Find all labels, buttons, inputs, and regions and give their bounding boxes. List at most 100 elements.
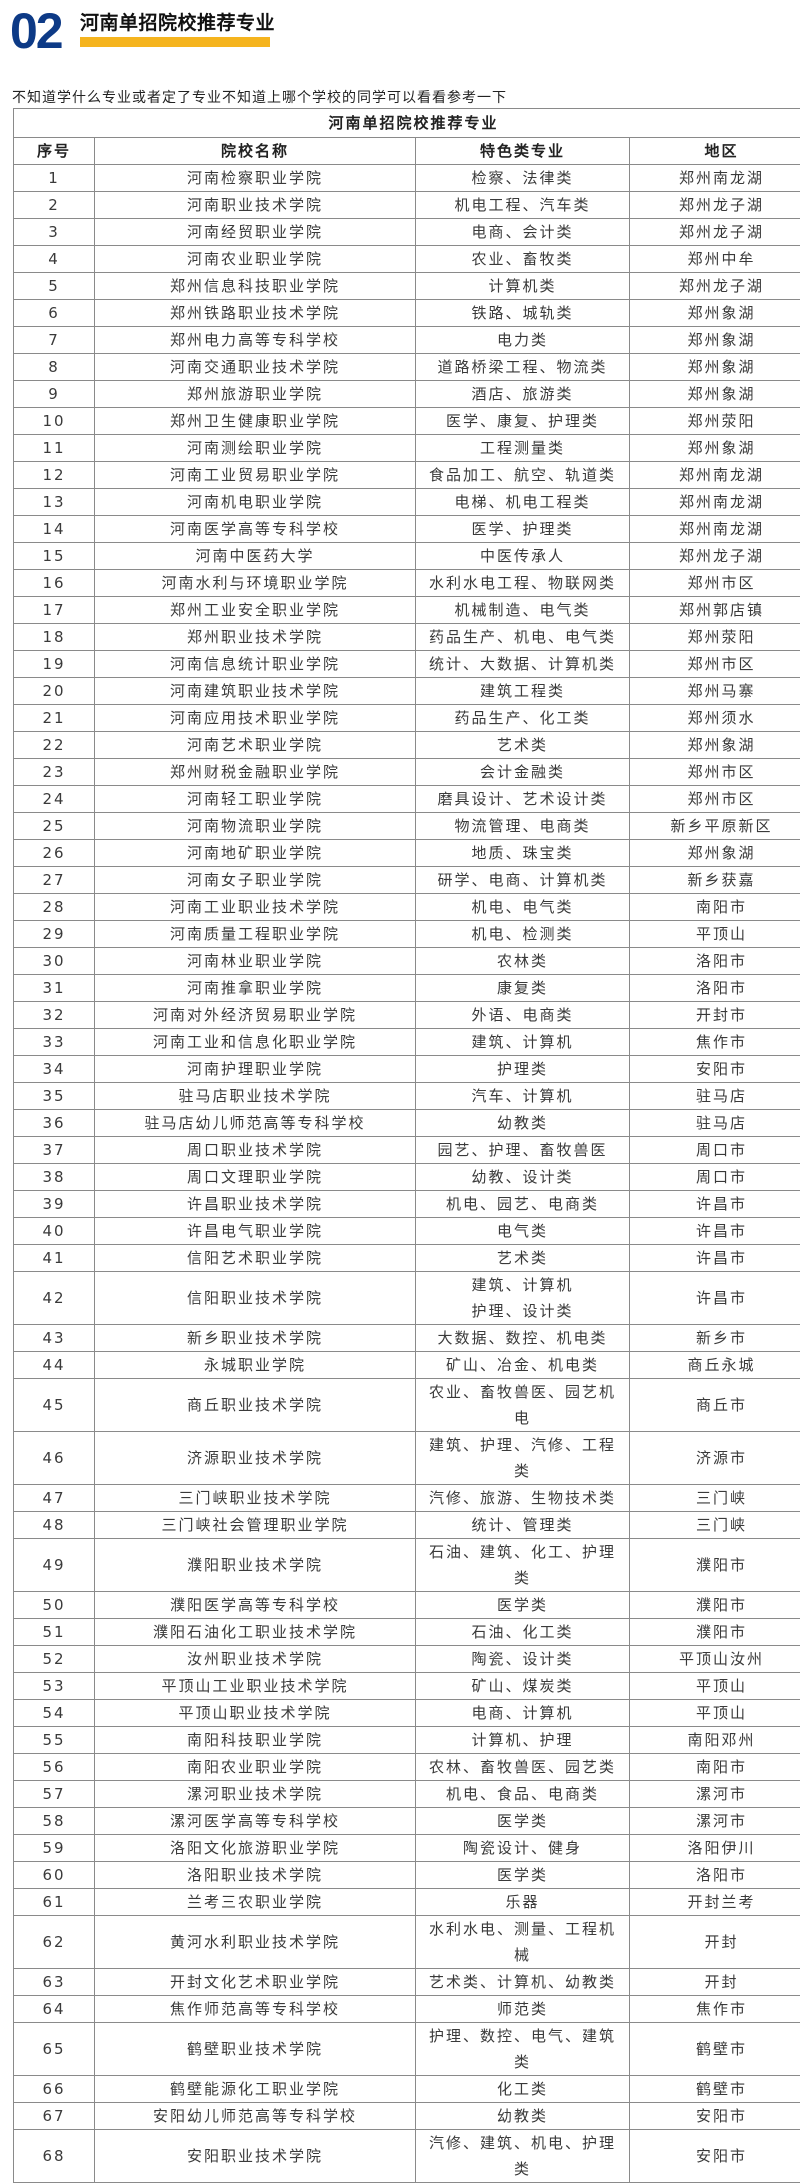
school-majors: 艺术类 [416, 732, 630, 759]
school-name: 南阳农业职业学院 [95, 1754, 416, 1781]
school-name: 洛阳职业技术学院 [95, 1862, 416, 1889]
school-name: 河南职业技术学院 [95, 192, 416, 219]
school-majors: 农林类 [416, 948, 630, 975]
school-region: 鹤壁市 [630, 2076, 800, 2103]
row-index: 2 [14, 192, 95, 219]
school-region: 郑州龙子湖 [630, 273, 800, 300]
school-name: 漯河职业技术学院 [95, 1781, 416, 1808]
row-index: 33 [14, 1029, 95, 1056]
school-majors: 电梯、机电工程类 [416, 489, 630, 516]
school-majors: 电力类 [416, 327, 630, 354]
row-index: 37 [14, 1137, 95, 1164]
school-name: 驻马店幼儿师范高等专科学校 [95, 1110, 416, 1137]
school-name: 河南应用技术职业学院 [95, 705, 416, 732]
row-index: 40 [14, 1218, 95, 1245]
row-index: 61 [14, 1889, 95, 1916]
school-name: 河南医学高等专科学校 [95, 516, 416, 543]
school-majors: 工程测量类 [416, 435, 630, 462]
row-index: 28 [14, 894, 95, 921]
row-index: 59 [14, 1835, 95, 1862]
school-name: 安阳职业技术学院 [95, 2130, 416, 2183]
row-index: 54 [14, 1700, 95, 1727]
school-majors: 机电工程、汽车类 [416, 192, 630, 219]
row-index: 15 [14, 543, 95, 570]
school-region: 郑州龙子湖 [630, 192, 800, 219]
school-majors: 机电、食品、电商类 [416, 1781, 630, 1808]
row-index: 48 [14, 1512, 95, 1539]
school-majors: 康复类 [416, 975, 630, 1002]
school-majors: 艺术类 [416, 1245, 630, 1272]
row-index: 14 [14, 516, 95, 543]
row-index: 41 [14, 1245, 95, 1272]
school-region: 平顶山汝州 [630, 1646, 800, 1673]
row-index: 58 [14, 1808, 95, 1835]
row-index: 18 [14, 624, 95, 651]
school-majors: 检察、法律类 [416, 165, 630, 192]
school-majors: 统计、管理类 [416, 1512, 630, 1539]
row-index: 12 [14, 462, 95, 489]
school-name: 许昌电气职业学院 [95, 1218, 416, 1245]
school-majors: 药品生产、机电、电气类 [416, 624, 630, 651]
school-name: 河南女子职业学院 [95, 867, 416, 894]
school-name: 河南工业和信息化职业学院 [95, 1029, 416, 1056]
school-region: 三门峡 [630, 1485, 800, 1512]
school-majors: 电商、会计类 [416, 219, 630, 246]
intro-text: 不知道学什么专业或者定了专业不知道上哪个学校的同学可以看看参考一下 [12, 87, 507, 107]
school-name: 鹤壁职业技术学院 [95, 2023, 416, 2076]
school-majors: 陶瓷设计、健身 [416, 1835, 630, 1862]
school-majors: 酒店、旅游类 [416, 381, 630, 408]
school-majors: 磨具设计、艺术设计类 [416, 786, 630, 813]
school-majors: 大数据、数控、机电类 [416, 1325, 630, 1352]
school-name: 汝州职业技术学院 [95, 1646, 416, 1673]
row-index: 56 [14, 1754, 95, 1781]
school-region: 安阳市 [630, 2130, 800, 2183]
school-majors: 电气类 [416, 1218, 630, 1245]
row-index: 1 [14, 165, 95, 192]
row-index: 38 [14, 1164, 95, 1191]
row-index: 60 [14, 1862, 95, 1889]
school-majors: 陶瓷、设计类 [416, 1646, 630, 1673]
school-region: 郑州须水 [630, 705, 800, 732]
school-region: 郑州马寨 [630, 678, 800, 705]
school-name: 河南工业贸易职业学院 [95, 462, 416, 489]
school-majors: 研学、电商、计算机类 [416, 867, 630, 894]
school-region: 郑州象湖 [630, 300, 800, 327]
school-majors: 石油、化工类 [416, 1619, 630, 1646]
school-majors: 农业、畜牧类 [416, 246, 630, 273]
school-name: 郑州财税金融职业学院 [95, 759, 416, 786]
school-region: 焦作市 [630, 1996, 800, 2023]
school-region: 郑州龙子湖 [630, 219, 800, 246]
school-region: 郑州市区 [630, 759, 800, 786]
school-region: 济源市 [630, 1432, 800, 1485]
school-name: 河南建筑职业技术学院 [95, 678, 416, 705]
row-index: 36 [14, 1110, 95, 1137]
school-name: 河南水利与环境职业学院 [95, 570, 416, 597]
school-majors: 石油、建筑、化工、护理 类 [416, 1539, 630, 1592]
school-region: 郑州南龙湖 [630, 489, 800, 516]
row-index: 3 [14, 219, 95, 246]
table-title-row: 河南单招院校推荐专业 [14, 109, 800, 138]
school-name: 郑州职业技术学院 [95, 624, 416, 651]
row-index: 65 [14, 2023, 95, 2076]
school-name: 新乡职业技术学院 [95, 1325, 416, 1352]
school-name: 河南机电职业学院 [95, 489, 416, 516]
school-name: 周口职业技术学院 [95, 1137, 416, 1164]
school-majors: 园艺、护理、畜牧兽医 [416, 1137, 630, 1164]
